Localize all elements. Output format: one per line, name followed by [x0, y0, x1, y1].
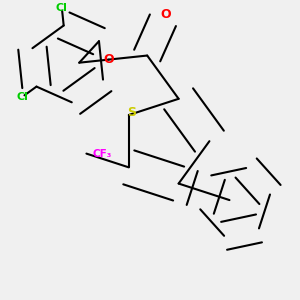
Text: O: O — [160, 8, 171, 21]
Text: CF₃: CF₃ — [92, 148, 112, 159]
Text: Cl: Cl — [56, 3, 68, 13]
Text: Cl: Cl — [16, 92, 28, 102]
Text: O: O — [103, 53, 114, 66]
Text: S: S — [127, 106, 136, 118]
